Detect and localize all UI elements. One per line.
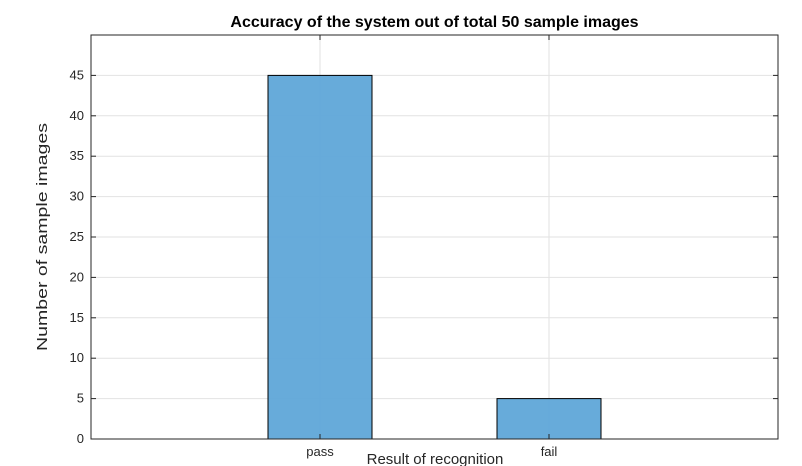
chart-title: Accuracy of the system out of total 50 s… bbox=[230, 14, 638, 31]
y-tick-label: 25 bbox=[70, 229, 84, 244]
y-tick-label: 20 bbox=[70, 269, 84, 284]
bar-pass bbox=[267, 74, 373, 440]
y-tick-label: 35 bbox=[70, 148, 84, 163]
bars bbox=[267, 74, 602, 440]
y-tick-label: 15 bbox=[70, 310, 84, 325]
y-tick-label: 10 bbox=[70, 350, 84, 365]
grid bbox=[91, 35, 778, 439]
x-tick-label: fail bbox=[541, 444, 558, 459]
y-tick-label: 0 bbox=[77, 431, 84, 446]
bar-fail bbox=[496, 398, 602, 440]
y-tick-label: 30 bbox=[70, 189, 84, 204]
y-tick-label: 5 bbox=[77, 391, 84, 406]
x-axis-label: Result of recognition bbox=[367, 451, 504, 466]
y-tick-label: 45 bbox=[70, 67, 84, 82]
y-tick-label: 40 bbox=[70, 108, 84, 123]
y-axis-label: Number of sample images bbox=[34, 123, 51, 351]
ticks: 0 5 10 15 20 25 30 35 40 45 pass fail bbox=[70, 35, 778, 459]
x-tick-label: pass bbox=[306, 444, 334, 459]
